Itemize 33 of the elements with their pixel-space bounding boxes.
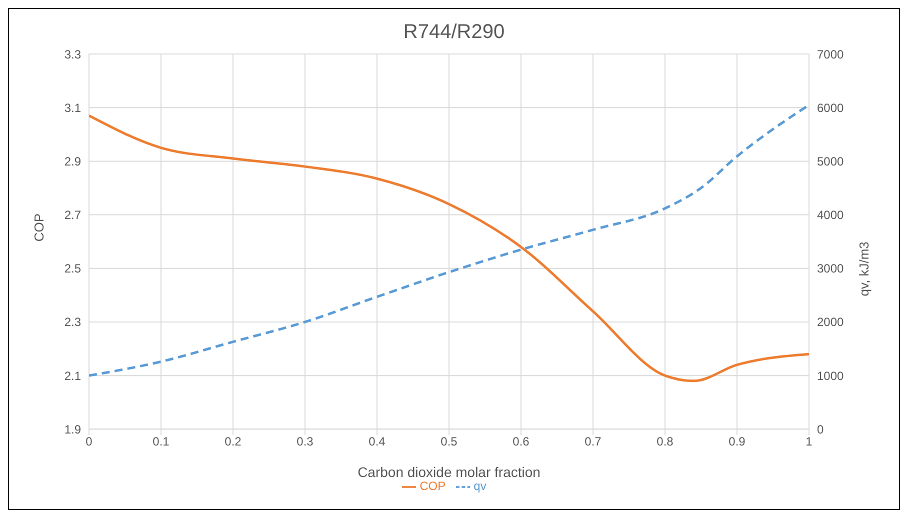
- x-tick-label: 0.6: [512, 434, 530, 449]
- y2-axis-title: qv, kJ/m3: [856, 242, 872, 296]
- x-tick-label: 0.3: [296, 434, 314, 449]
- legend-label: COP: [420, 479, 446, 494]
- y2-tick-label: 0: [817, 422, 824, 436]
- x-tick-label: 1: [806, 434, 813, 449]
- y2-tick-label: 6000: [817, 100, 844, 115]
- y-tick-label: 3.1: [64, 100, 82, 115]
- x-tick-label: 0.2: [224, 434, 242, 449]
- y-axis-title: COP: [32, 213, 47, 242]
- y-tick-label: 2.3: [64, 315, 82, 330]
- x-tick-label: 0.7: [584, 434, 602, 449]
- y2-tick-label: 7000: [817, 47, 844, 62]
- x-tick-label: 0.1: [152, 434, 170, 449]
- y2-tick-label: 5000: [817, 154, 844, 168]
- y-tick-label: 2.5: [64, 262, 82, 276]
- x-axis-title: Carbon dioxide molar fraction: [358, 464, 540, 480]
- y-tick-label: 2.9: [64, 154, 82, 168]
- y2-tick-label: 1000: [817, 368, 844, 383]
- y-tick-label: 3.3: [64, 47, 82, 62]
- y-tick-label: 2.1: [64, 368, 82, 383]
- x-tick-label: 0.4: [368, 434, 386, 449]
- y-tick-label: 1.9: [64, 422, 82, 436]
- x-tick-label: 0: [86, 434, 93, 449]
- y2-tick-label: 3000: [817, 262, 844, 276]
- chart-title: R744/R290: [402, 20, 506, 44]
- y2-tick-label: 2000: [817, 315, 844, 330]
- x-tick-label: 0.8: [656, 434, 674, 449]
- y2-tick-label: 4000: [817, 208, 844, 222]
- x-tick-label: 0.9: [728, 434, 746, 449]
- y-tick-label: 2.7: [64, 208, 82, 222]
- x-tick-label: 0.5: [440, 434, 458, 449]
- legend-label: qv: [474, 479, 486, 494]
